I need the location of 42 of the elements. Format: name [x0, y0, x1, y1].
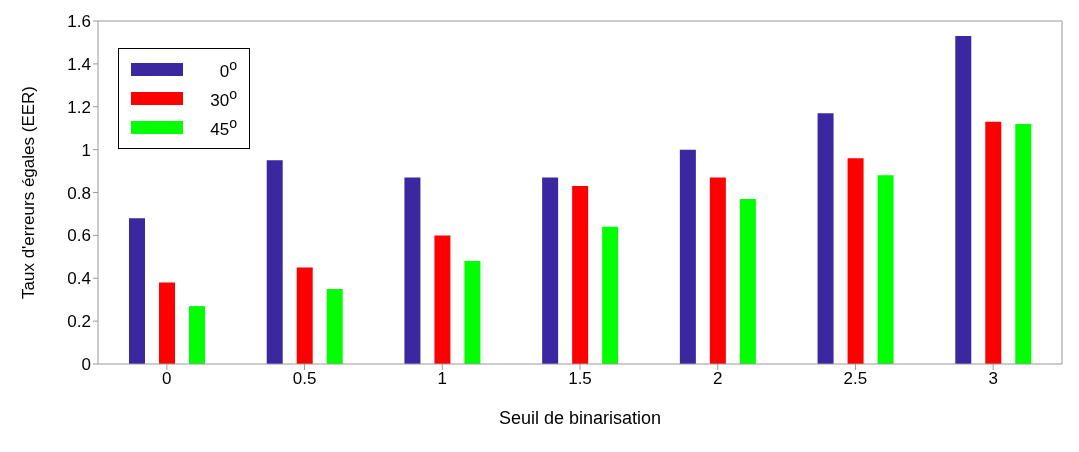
bar	[404, 177, 421, 364]
legend-label: 30$^{o}$	[209, 86, 237, 111]
y-axis-title: Taux d'erreurs égales (EER)	[19, 86, 39, 299]
y-tick-label: 1.4	[67, 54, 91, 74]
y-tick-label: 0.6	[67, 226, 91, 246]
bar	[985, 121, 1002, 364]
bar	[464, 261, 481, 364]
x-tick-label: 2	[712, 369, 723, 389]
y-tick-label: 0.2	[67, 312, 91, 332]
bar	[434, 235, 451, 364]
bar	[602, 226, 619, 364]
bar	[739, 198, 756, 364]
bar	[1015, 123, 1032, 364]
y-tick-label: 1.6	[67, 12, 91, 32]
bar	[542, 177, 559, 364]
bar	[159, 282, 175, 364]
x-tick-label: 1	[437, 369, 448, 389]
x-tick-label: 3	[988, 369, 998, 389]
bar	[266, 160, 283, 364]
bar	[572, 186, 589, 364]
bar	[955, 36, 972, 364]
legend-label: 0$^{o}$	[218, 57, 237, 82]
bar	[817, 113, 834, 364]
x-tick-label: 2.5	[843, 369, 868, 389]
bar	[296, 267, 313, 364]
x-tick-label: 0	[162, 369, 172, 389]
x-tick-label: 1.5	[568, 369, 592, 389]
bar	[679, 149, 696, 364]
y-tick-label: 1	[81, 140, 91, 160]
bar	[709, 177, 726, 364]
bar	[326, 288, 343, 364]
y-tick-label: 0.4	[67, 269, 91, 289]
x-tick-label: 0.5	[292, 369, 317, 389]
legend-label: 45$^{o}$	[209, 115, 237, 140]
bar	[129, 218, 145, 364]
bar	[189, 306, 205, 364]
bar	[877, 175, 894, 364]
y-tick-label: 0	[81, 355, 91, 375]
y-tick-label: 1.2	[67, 97, 91, 117]
bar	[847, 158, 864, 364]
x-axis-title: Seuil de binarisation	[498, 408, 662, 428]
y-tick-label: 0.8	[67, 183, 91, 203]
